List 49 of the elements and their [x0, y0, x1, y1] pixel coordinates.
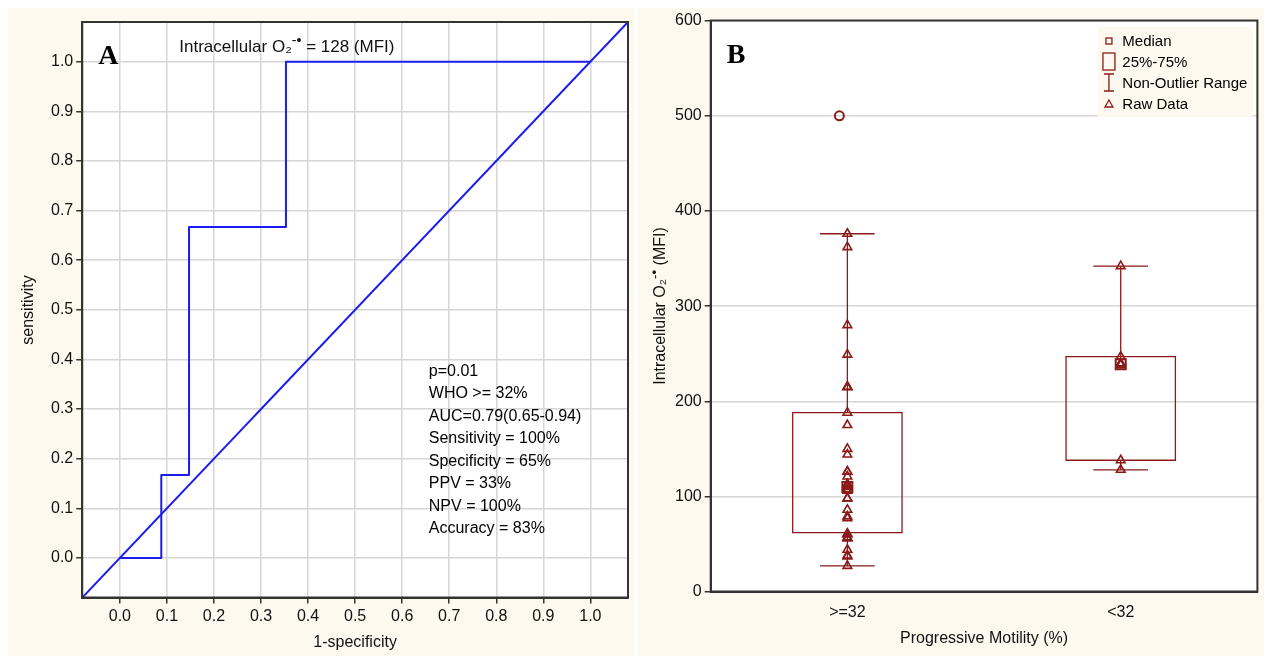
x-tick-label: 0.2 [202, 606, 226, 624]
y-tick-label: 0.8 [50, 151, 74, 169]
y-tick-label: 0.0 [50, 548, 74, 566]
x-tick-label: 0.9 [532, 606, 555, 624]
x-axis-title: 1-specificity [313, 632, 397, 650]
annotation: p=0.01 [428, 361, 479, 379]
x-tick-label: 0.7 [438, 606, 461, 624]
x-tick-label: 1.0 [579, 606, 602, 624]
y-tick-label: 300 [674, 296, 702, 314]
annotation: B [726, 37, 746, 69]
text: Intracellular O₂$^{-•}$ = 128 (MFI) [179, 32, 395, 56]
y-tick-label: 0.2 [50, 449, 74, 467]
x-tick-label: 0.0 [108, 606, 132, 624]
y-tick-label: 500 [674, 106, 702, 124]
annotation: WHO >= 32% [428, 384, 528, 402]
y-tick-label: 0 [692, 582, 702, 600]
x-tick-label: 0.1 [155, 606, 179, 624]
y-axis-title: sensitivity [19, 275, 37, 345]
y-tick-label: 0.5 [50, 300, 74, 318]
x-tick-label: 0.6 [391, 606, 414, 624]
annotation: NPV = 100% [428, 496, 521, 514]
y-tick-label: 0.9 [50, 101, 74, 119]
y-tick-label: 1.0 [50, 52, 74, 70]
y-tick-label: 600 [674, 11, 702, 29]
x-tick-label: <32 [1107, 602, 1135, 620]
y-tick-label: 400 [674, 201, 702, 219]
x-tick-label: 0.3 [249, 606, 273, 624]
y-tick-label: 0.4 [50, 349, 74, 367]
annotation: Median [1122, 31, 1172, 49]
y-tick-label: 0.1 [50, 498, 74, 516]
legend-label: Raw Data [1122, 94, 1189, 112]
annotation: Sensitivity = 100% [428, 429, 560, 447]
x-axis-title: Progressive Motility (%) [900, 628, 1069, 646]
y-tick-label: 100 [674, 486, 702, 504]
x-tick-label: >=32 [829, 602, 866, 620]
annotation: PPV = 33% [428, 474, 512, 492]
annotation: Accuracy = 83% [428, 519, 545, 537]
y-tick-label: 200 [674, 391, 702, 409]
annotation: Specificity = 65% [428, 451, 552, 469]
x-tick-label: 0.4 [296, 606, 320, 624]
y-tick-label: 0.3 [50, 399, 74, 417]
y-tick-label: 0.6 [50, 250, 74, 268]
annotation: Non-Outlier Range [1122, 73, 1248, 91]
y-tick-label: 0.7 [50, 200, 74, 218]
annotation: A [98, 39, 120, 70]
annotation: AUC=0.79(0.65-0.94) [428, 406, 582, 424]
legend-label: 25%-75% [1122, 52, 1188, 70]
x-tick-label: 0.5 [344, 606, 367, 624]
x-tick-label: 0.8 [485, 606, 508, 624]
